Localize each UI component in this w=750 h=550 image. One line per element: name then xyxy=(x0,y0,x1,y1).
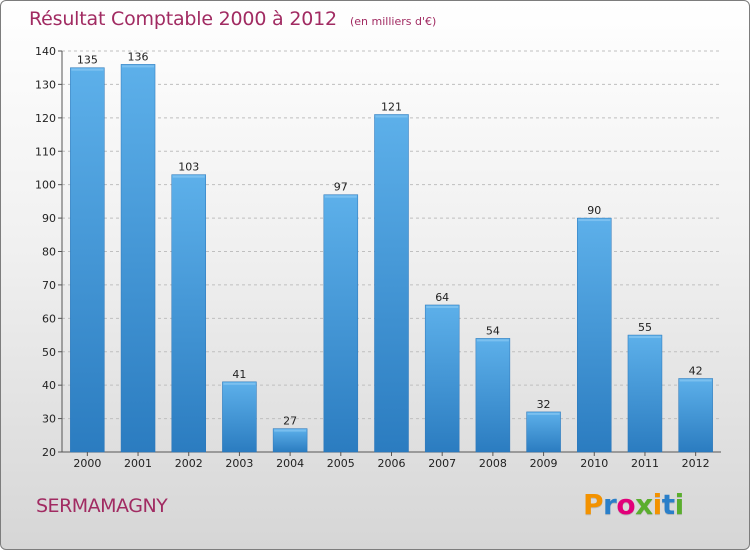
bar xyxy=(526,411,561,453)
bar xyxy=(323,194,359,453)
chart-title-unit: (en milliers d'€) xyxy=(349,15,437,28)
x-tick-label: 2009 xyxy=(530,457,558,470)
bar xyxy=(627,334,663,453)
y-tick-label: 110 xyxy=(35,145,56,158)
bar xyxy=(222,381,257,453)
bar-value-label: 121 xyxy=(381,100,402,113)
y-tick-label: 20 xyxy=(42,446,56,459)
bar xyxy=(577,217,612,453)
logo-letter: P xyxy=(583,488,604,521)
bar-value-label: 27 xyxy=(283,415,297,428)
bar-value-label: 54 xyxy=(486,324,500,337)
logo-letter: i xyxy=(652,488,663,521)
y-tick-label: 120 xyxy=(35,112,56,125)
y-tick-label: 30 xyxy=(42,413,56,426)
y-tick-label: 80 xyxy=(42,246,56,259)
chart-title: Résultat Comptable 2000 à 2012 (en milli… xyxy=(29,8,436,30)
bar-value-label: 103 xyxy=(178,161,199,174)
logo-letter: t xyxy=(661,488,675,521)
bar-value-label: 90 xyxy=(587,204,601,217)
x-tick-label: 2012 xyxy=(682,457,710,470)
bar xyxy=(70,67,105,453)
bar-value-label: 97 xyxy=(334,181,348,194)
x-tick-label: 2003 xyxy=(225,457,253,470)
logo-letter: i xyxy=(674,488,685,521)
logo-letter: o xyxy=(616,488,636,521)
x-tick-label: 2011 xyxy=(631,457,659,470)
y-tick-label: 40 xyxy=(42,379,56,392)
bar-highlight xyxy=(476,339,509,342)
bar-value-label: 32 xyxy=(537,398,551,411)
bar-value-label: 55 xyxy=(638,321,652,334)
x-tick-label: 2008 xyxy=(479,457,507,470)
chart-title-main: Résultat Comptable 2000 à 2012 xyxy=(29,8,337,30)
x-tick-label: 2000 xyxy=(73,457,101,470)
bar-highlight xyxy=(679,379,712,382)
logo-letter: x xyxy=(635,488,653,521)
y-tick-label: 60 xyxy=(42,312,56,325)
y-tick-label: 50 xyxy=(42,346,56,359)
bar-highlight xyxy=(274,429,307,432)
y-tick-label: 130 xyxy=(35,78,56,91)
logo-letter: r xyxy=(603,488,617,521)
x-tick-label: 2005 xyxy=(327,457,355,470)
bar-value-label: 136 xyxy=(128,50,149,63)
bar-highlight xyxy=(324,195,357,198)
bar-highlight xyxy=(628,336,661,339)
bar-highlight xyxy=(578,219,611,222)
bar xyxy=(171,174,206,453)
bar-highlight xyxy=(71,68,104,71)
x-tick-label: 2007 xyxy=(428,457,456,470)
y-tick-label: 70 xyxy=(42,279,56,292)
x-tick-label: 2006 xyxy=(378,457,406,470)
bar-highlight xyxy=(527,412,560,415)
bar-highlight xyxy=(375,115,408,118)
y-tick-label: 90 xyxy=(42,212,56,225)
bar-value-label: 42 xyxy=(689,364,703,377)
x-tick-label: 2004 xyxy=(276,457,304,470)
bar xyxy=(272,428,308,453)
bar-highlight xyxy=(223,382,256,385)
bar xyxy=(374,114,409,453)
x-tick-label: 2010 xyxy=(580,457,608,470)
commune-name: SERMAMAGNY xyxy=(36,495,168,517)
bar-highlight xyxy=(426,305,459,308)
bar xyxy=(678,378,713,453)
bar xyxy=(424,304,460,453)
bar-value-label: 135 xyxy=(77,54,98,67)
y-tick-label: 140 xyxy=(35,45,56,58)
proxiti-logo: Proxiti xyxy=(583,488,684,521)
bar-highlight xyxy=(172,175,205,178)
y-tick-label: 100 xyxy=(35,179,56,192)
bar-value-label: 64 xyxy=(435,291,449,304)
bar xyxy=(120,64,156,453)
bar-highlight xyxy=(122,65,155,68)
bar-value-label: 41 xyxy=(232,368,246,381)
x-tick-label: 2001 xyxy=(124,457,152,470)
bar xyxy=(475,338,511,453)
x-tick-label: 2002 xyxy=(175,457,203,470)
